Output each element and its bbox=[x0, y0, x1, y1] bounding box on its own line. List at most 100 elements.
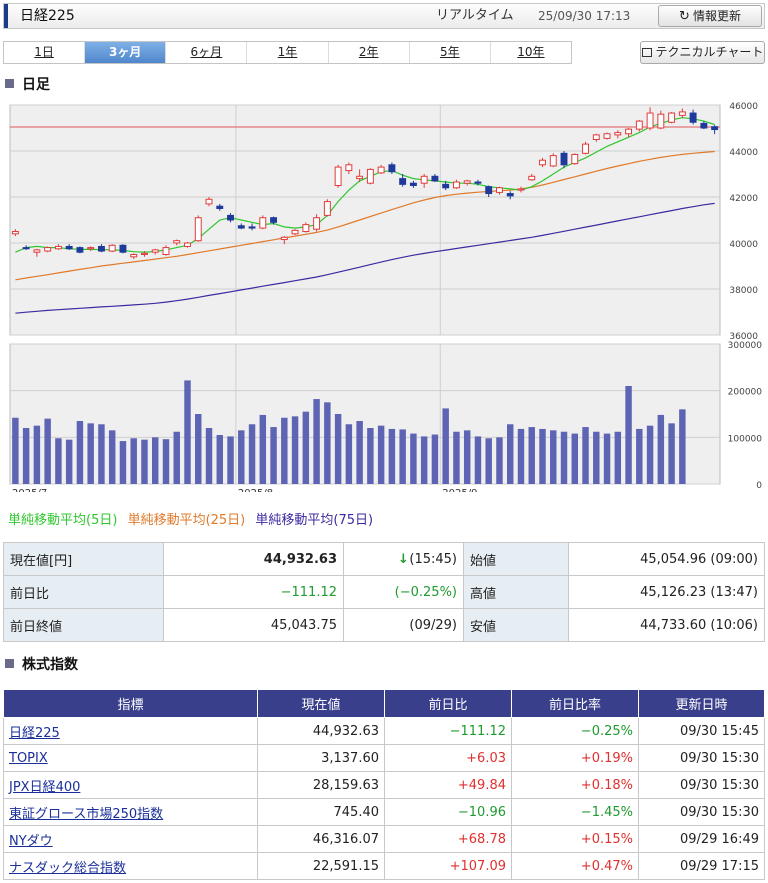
open-label: 始値 bbox=[463, 542, 569, 576]
candle-body bbox=[216, 205, 224, 209]
candle bbox=[356, 169, 364, 183]
window-icon bbox=[641, 48, 652, 57]
refresh-button[interactable]: ↻ 情報更新 bbox=[658, 5, 762, 27]
index-link[interactable]: ナスダック総合指数 bbox=[9, 860, 127, 876]
volume-bar bbox=[291, 416, 299, 484]
ma25-line bbox=[15, 150, 715, 281]
page-header: 日経225 リアルタイム 25/09/30 17:13 ↻ 情報更新 bbox=[3, 3, 765, 29]
candle bbox=[571, 153, 579, 165]
candle bbox=[517, 186, 525, 193]
candle bbox=[539, 157, 546, 168]
prev-close-label: 前日終値 bbox=[3, 608, 164, 642]
candle bbox=[506, 191, 514, 200]
candle-body bbox=[399, 178, 407, 185]
volume-bar bbox=[636, 428, 643, 484]
candle-body bbox=[54, 245, 62, 250]
current-value: 44,932.63 bbox=[163, 542, 344, 576]
candle-body bbox=[657, 113, 665, 129]
prev-close-value: 45,043.75 bbox=[163, 608, 344, 642]
candle bbox=[130, 253, 138, 260]
price-plot-area bbox=[9, 104, 721, 336]
tab-3m[interactable]: 3ヶ月 bbox=[85, 42, 167, 63]
volume-bar bbox=[12, 417, 19, 484]
candle bbox=[592, 133, 600, 142]
candle bbox=[635, 119, 643, 132]
index-link[interactable]: NYダウ bbox=[9, 833, 53, 849]
legend-ma5: 単純移動平均(5日) bbox=[8, 513, 118, 528]
ma5-line bbox=[15, 117, 715, 253]
candle-body bbox=[44, 247, 52, 252]
candle bbox=[151, 248, 159, 255]
tab-6m[interactable]: 6ヶ月 bbox=[166, 42, 248, 63]
volume-bar bbox=[141, 439, 148, 484]
range-tabs: 1日 3ヶ月 6ヶ月 1年 2年 5年 10年 bbox=[3, 41, 572, 64]
candle-body bbox=[345, 164, 353, 172]
candle-body bbox=[431, 175, 439, 182]
tab-2y[interactable]: 2年 bbox=[329, 42, 410, 63]
volume-bar bbox=[603, 433, 611, 484]
indices-header-row: 指標 現在値 前日比 前日比率 更新日時 bbox=[3, 689, 765, 718]
candle-body bbox=[485, 186, 493, 195]
candle-body bbox=[539, 159, 546, 166]
volume-bar bbox=[614, 431, 622, 484]
volume-bar bbox=[668, 423, 675, 484]
quote-row-current: 現在値[円] 44,932.63 ↓ (15:45) 始値 45,054.96 … bbox=[3, 542, 765, 576]
price-tick-label: 44000 bbox=[729, 148, 758, 158]
timestamp: 25/09/30 17:13 bbox=[538, 9, 631, 23]
candle bbox=[76, 246, 84, 254]
index-change-pct: +0.15% bbox=[511, 825, 639, 853]
volume-bar bbox=[420, 436, 428, 484]
candle bbox=[11, 229, 19, 237]
volume-bar bbox=[571, 433, 578, 484]
tab-5y[interactable]: 5年 bbox=[410, 42, 491, 63]
candle bbox=[216, 203, 224, 211]
candle bbox=[366, 168, 374, 185]
tab-10y[interactable]: 10年 bbox=[517, 45, 545, 59]
volume-bar bbox=[517, 428, 525, 484]
tab-1y[interactable]: 1年 bbox=[247, 42, 329, 63]
technical-chart-button[interactable]: テクニカルチャート bbox=[640, 41, 765, 64]
candle bbox=[270, 216, 278, 225]
index-link[interactable]: TOPIX bbox=[9, 750, 48, 766]
volume-bar bbox=[646, 425, 654, 484]
index-link[interactable]: 日経225 bbox=[9, 725, 60, 741]
candle bbox=[184, 241, 191, 248]
candle bbox=[603, 132, 611, 140]
candle-body bbox=[625, 128, 633, 135]
current-time-cell: ↓ (15:45) bbox=[343, 542, 464, 576]
index-change-pct: −0.25% bbox=[511, 717, 639, 745]
index-link[interactable]: 東証グロース市場250指数 bbox=[9, 806, 164, 822]
candle bbox=[323, 199, 331, 217]
candle bbox=[44, 246, 52, 253]
candle bbox=[87, 246, 95, 252]
change-pct: (−0.25%) bbox=[343, 575, 464, 609]
candle-body bbox=[635, 120, 643, 130]
candle-body bbox=[97, 245, 105, 252]
change-value: −111.12 bbox=[163, 575, 344, 609]
candle-body bbox=[291, 229, 299, 235]
candle bbox=[302, 222, 310, 233]
candle bbox=[668, 111, 676, 124]
candle-body bbox=[323, 201, 331, 216]
volume-bar bbox=[345, 424, 353, 484]
volume-bar bbox=[560, 431, 568, 484]
candle-body bbox=[388, 164, 396, 173]
volume-bar bbox=[625, 386, 632, 484]
candle bbox=[141, 251, 148, 257]
index-link[interactable]: JPX日経400 bbox=[9, 779, 81, 795]
candle-body bbox=[130, 254, 138, 258]
candle bbox=[291, 229, 299, 235]
volume-tick-label: 0 bbox=[756, 481, 762, 491]
tab-1d[interactable]: 1日 bbox=[4, 42, 86, 63]
volume-bar bbox=[65, 439, 73, 484]
index-price: 745.40 bbox=[257, 798, 385, 826]
volume-bar bbox=[442, 408, 449, 484]
volume-bar bbox=[550, 430, 557, 484]
candle-body bbox=[517, 188, 525, 191]
candle bbox=[237, 223, 245, 230]
candle bbox=[625, 128, 633, 138]
candle bbox=[711, 125, 719, 135]
index-change-pct: −1.45% bbox=[511, 798, 639, 826]
col-price: 現在値 bbox=[257, 689, 385, 718]
volume-bar bbox=[216, 435, 223, 484]
